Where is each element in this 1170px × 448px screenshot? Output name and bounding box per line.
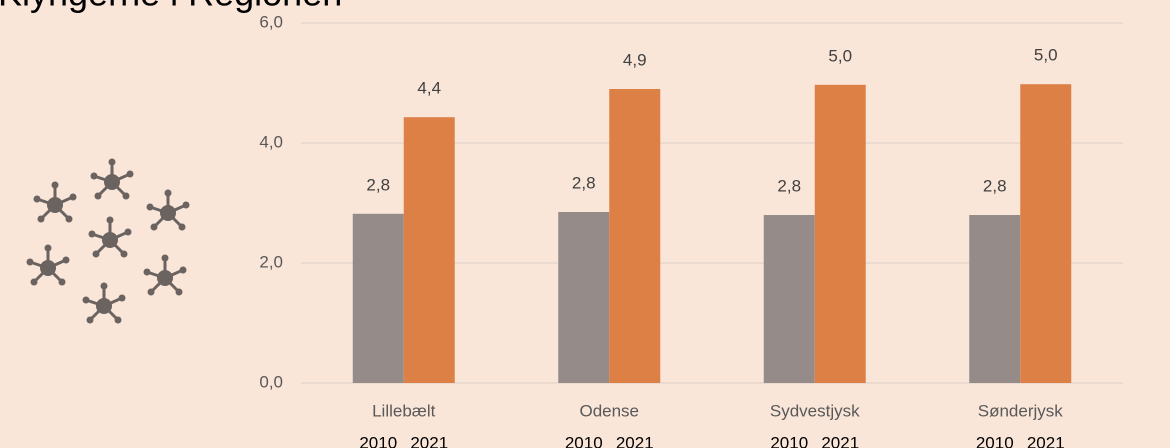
- y-tick-label: 4,0: [259, 132, 283, 151]
- bar: [403, 117, 455, 383]
- bar: [352, 213, 404, 383]
- series-label: 2021: [410, 433, 448, 448]
- series-label: 2010: [770, 433, 808, 448]
- series-label: 2021: [821, 433, 859, 448]
- value-label: 4,4: [417, 79, 441, 98]
- molecule: [145, 188, 191, 232]
- series-label: 2021: [1027, 433, 1065, 448]
- molecule: [87, 215, 133, 259]
- molecule-icons: [25, 157, 191, 325]
- y-tick-label: 6,0: [259, 12, 283, 31]
- molecule: [25, 243, 71, 287]
- value-label: 4,9: [623, 50, 647, 69]
- x-tick-label: Odense: [579, 401, 639, 420]
- series-label: 2010: [976, 433, 1014, 448]
- bar: [558, 212, 610, 383]
- series-label: 2021: [616, 433, 654, 448]
- y-tick-label: 2,0: [259, 252, 283, 271]
- series-label: 2010: [359, 433, 397, 448]
- value-label: 5,0: [828, 46, 852, 65]
- x-tick-label: Sønderjysk: [978, 401, 1064, 420]
- molecule: [142, 253, 188, 297]
- value-label: 2,8: [572, 173, 596, 192]
- value-label: 2,8: [777, 176, 801, 195]
- molecule: [81, 281, 127, 325]
- y-tick-label: 0,0: [259, 372, 283, 391]
- molecule: [89, 157, 135, 201]
- chart-title: Klyngerne i Regionen: [0, 0, 342, 14]
- bar: [1020, 84, 1072, 383]
- bar: [814, 84, 866, 384]
- value-label: 5,0: [1034, 46, 1058, 65]
- x-tick-label: Sydvestjysk: [770, 401, 860, 420]
- bar: [609, 89, 661, 383]
- series-label: 2010: [565, 433, 603, 448]
- bar: [763, 215, 815, 383]
- bar: [969, 215, 1021, 383]
- value-label: 2,8: [983, 176, 1007, 195]
- value-label: 2,8: [366, 175, 390, 194]
- molecule: [32, 180, 78, 224]
- x-tick-label: Lillebælt: [372, 401, 436, 420]
